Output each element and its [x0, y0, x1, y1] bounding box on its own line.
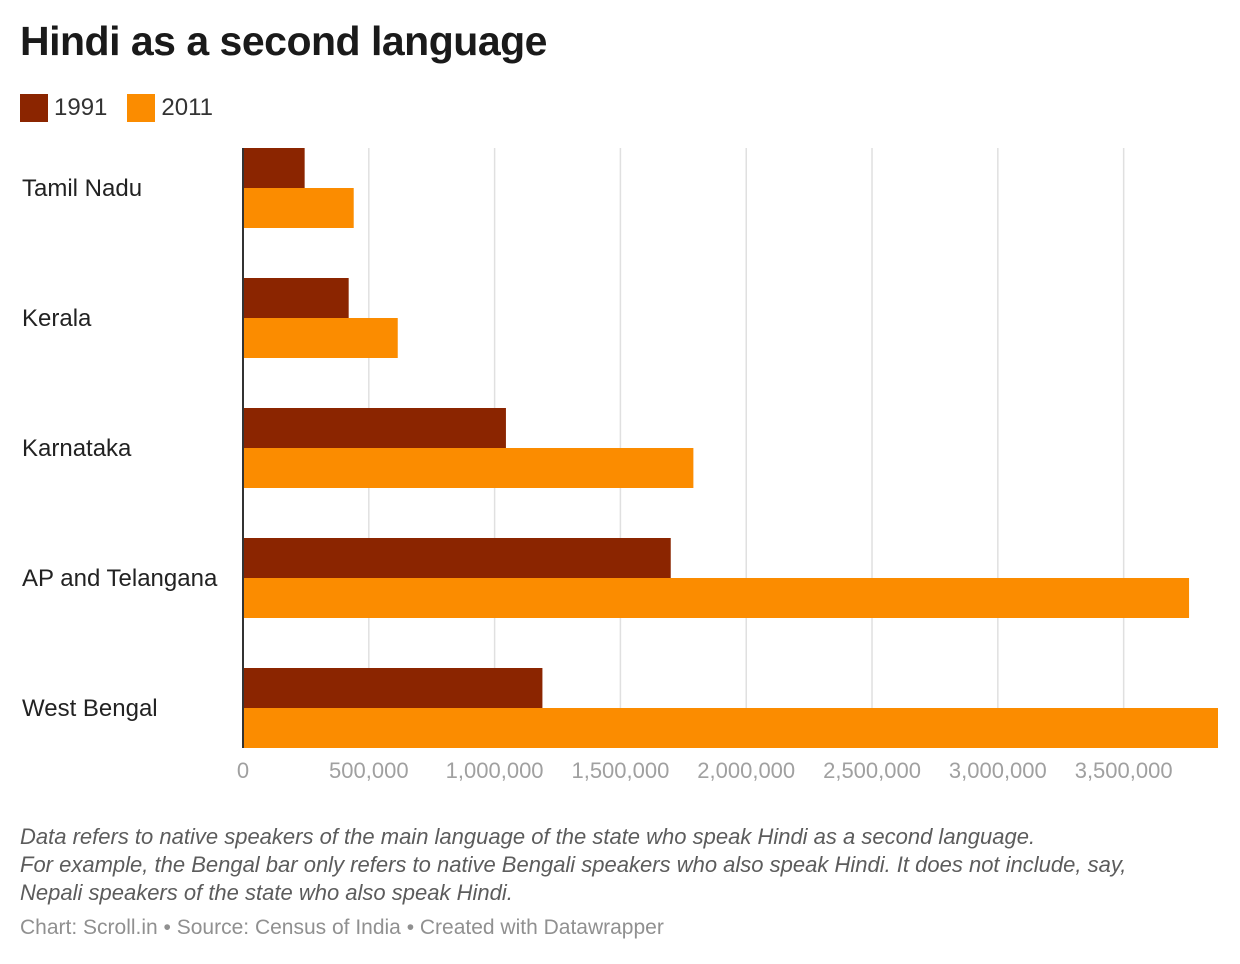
- tick-label-3: 1,500,000: [571, 758, 669, 783]
- tick-label-7: 3,500,000: [1075, 758, 1173, 783]
- category-label-4: West Bengal: [22, 695, 158, 722]
- legend-item-1991: 1991: [20, 94, 107, 122]
- bar-west-bengal-1991: [243, 668, 543, 708]
- category-label-3: AP and Telangana: [22, 565, 218, 592]
- bar-karnataka-1991: [243, 408, 506, 448]
- bar-ap-and-telangana-1991: [243, 538, 671, 578]
- tick-label-4: 2,000,000: [697, 758, 795, 783]
- bar-tamil-nadu-2011: [243, 188, 354, 228]
- legend-swatch-2011: [127, 94, 156, 122]
- bar-kerala-1991: [243, 278, 349, 318]
- chart-notes: Data refers to native speakers of the ma…: [20, 823, 1220, 907]
- category-label-1: Kerala: [22, 305, 92, 332]
- tick-label-5: 2,500,000: [823, 758, 921, 783]
- legend-item-2011: 2011: [127, 94, 213, 122]
- bar-chart: Tamil Nadu Kerala Karnataka AP and Telangan…: [22, 148, 1218, 783]
- category-label-2: Karnataka: [22, 435, 132, 462]
- bar-karnataka-2011: [243, 448, 694, 488]
- legend-label-1991: 1991: [54, 94, 108, 121]
- chart-title: Hindi as a second language: [20, 18, 547, 64]
- legend: 1991 2011: [20, 93, 233, 123]
- legend-swatch-1991: [20, 94, 48, 122]
- category-label-0: Tamil Nadu: [22, 175, 142, 202]
- bar-kerala-2011: [243, 318, 398, 358]
- note-line-3: Nepali speakers of the state who also sp…: [20, 880, 513, 905]
- tick-label-6: 3,000,000: [949, 758, 1047, 783]
- bar-tamil-nadu-1991: [243, 148, 305, 188]
- bar-west-bengal-2011: [243, 708, 1218, 748]
- legend-label-2011: 2011: [161, 94, 213, 121]
- chart-credit: Chart: Scroll.in • Source: Census of Ind…: [20, 916, 664, 939]
- bar-ap-and-telangana-2011: [243, 578, 1190, 618]
- note-line-2: For example, the Bengal bar only refers …: [20, 852, 1127, 877]
- note-line-1: Data refers to native speakers of the ma…: [20, 824, 1036, 849]
- tick-label-0: 0: [237, 758, 249, 783]
- tick-label-1: 500,000: [329, 758, 409, 783]
- tick-label-2: 1,000,000: [446, 758, 544, 783]
